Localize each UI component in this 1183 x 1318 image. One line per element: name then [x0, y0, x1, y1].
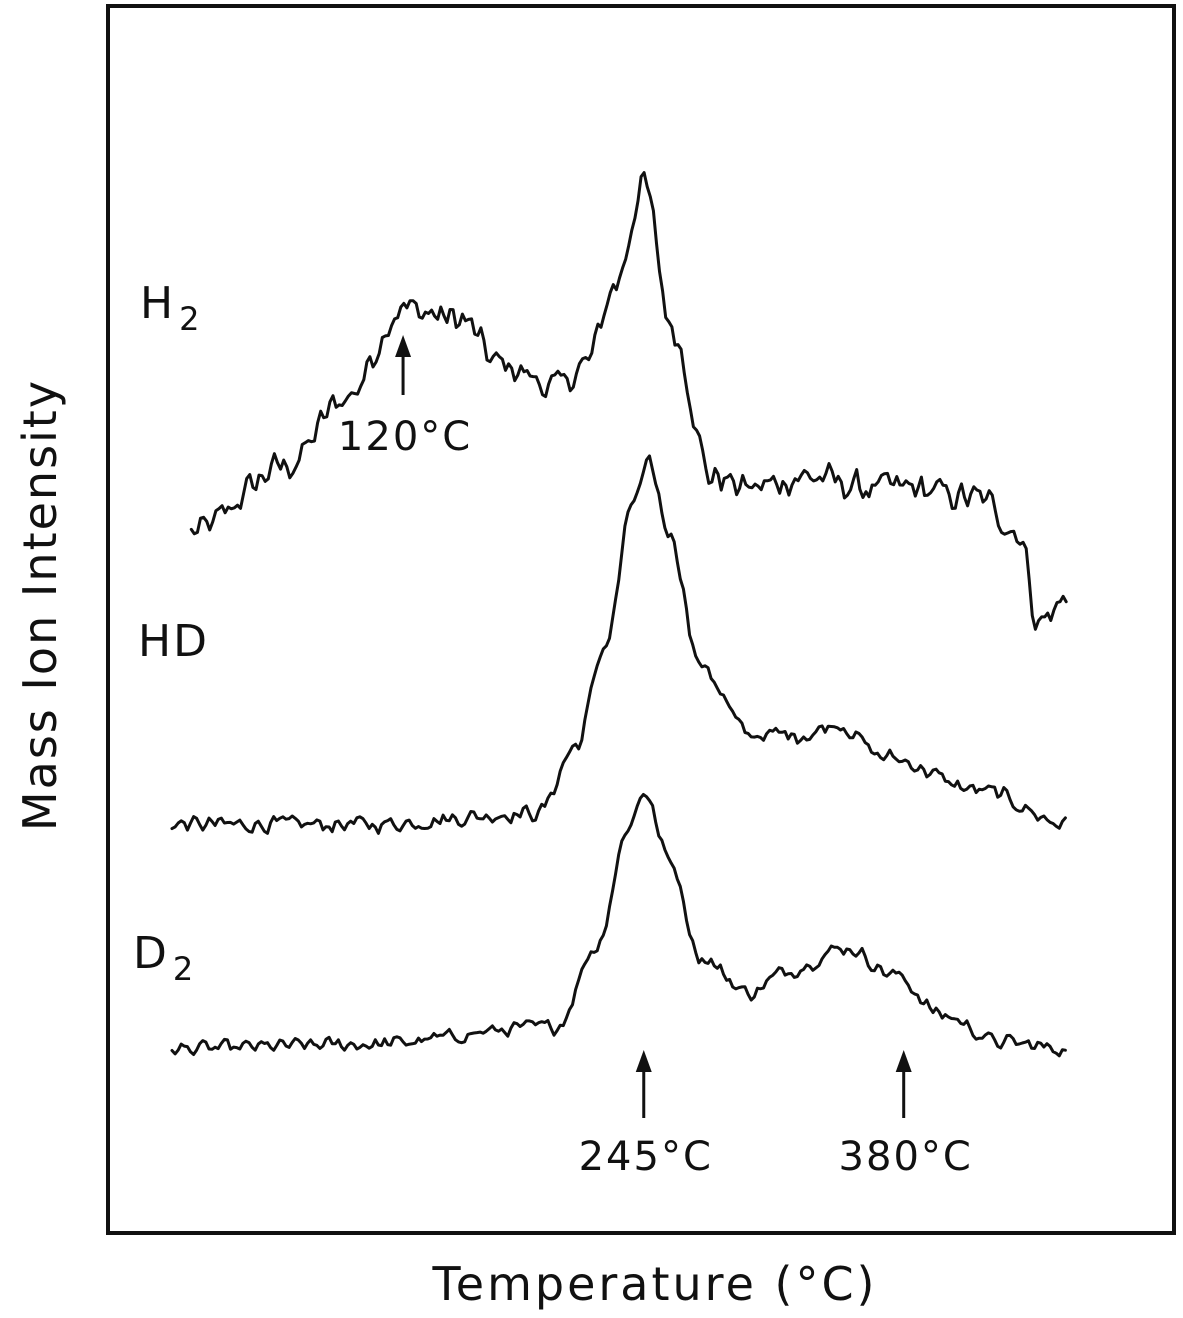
annotation-arrow-head — [395, 335, 412, 357]
series-labels-layer: H 2 HD D 2 — [133, 278, 209, 988]
annotation-arrow-head — [895, 1050, 912, 1072]
plot-frame — [106, 4, 1176, 1235]
annotation-label: 245°C — [579, 1134, 713, 1180]
annotation-label: 120°C — [338, 414, 472, 460]
y-axis-label: Mass Ion Intensity — [13, 379, 67, 831]
series-line-d2 — [170, 793, 1067, 1058]
series-label: HD — [138, 616, 209, 667]
annotations-layer: 120°C 245°C 380°C — [338, 335, 973, 1180]
series-line-hd — [170, 454, 1067, 835]
x-axis-label: Temperature (°C) — [431, 1257, 877, 1311]
annotation-label: 380°C — [839, 1134, 973, 1180]
annotation-arrow-head — [635, 1050, 652, 1072]
series-line-h2 — [189, 171, 1068, 631]
curves-layer — [170, 171, 1068, 1058]
